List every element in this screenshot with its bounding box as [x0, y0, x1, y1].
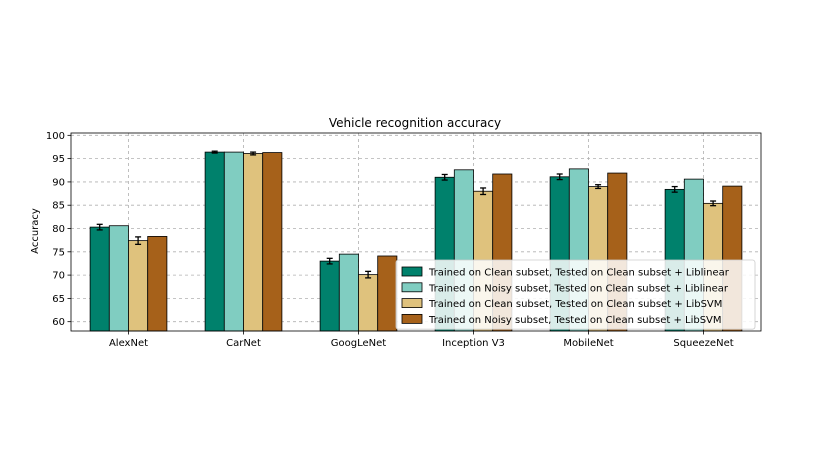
- legend-swatch: [401, 313, 423, 324]
- bar: [243, 153, 264, 332]
- y-axis-label: Accuracy: [30, 208, 41, 254]
- y-tick-label: 85: [52, 201, 65, 212]
- axis-ticks: 60 65 70 75 80 85 90 95 100 AlexNet CarNet GoogLeNe…: [46, 131, 734, 349]
- legend-label: Trained on Clean subset, Tested on Clean…: [428, 299, 722, 310]
- legend-box: [395, 259, 756, 330]
- bar: [223, 151, 244, 332]
- y-tick-label: 65: [52, 294, 65, 305]
- bar: [377, 255, 398, 332]
- x-tick-label: Inception V3: [442, 338, 505, 349]
- bar: [128, 240, 149, 332]
- bar: [147, 236, 168, 332]
- legend-label: Trained on Clean subset, Tested on Clean…: [428, 268, 730, 279]
- legend-label: Trained on Noisy subset, Tested on Clean…: [428, 315, 722, 326]
- bar: [358, 274, 379, 332]
- bar: [319, 260, 340, 332]
- legend-swatch: [401, 266, 423, 277]
- y-tick-label: 95: [52, 154, 65, 165]
- plot-area-frame: [70, 132, 762, 332]
- chart-title: Vehicle recognition accuracy: [329, 116, 501, 130]
- x-tick-label: SqueezeNet: [673, 338, 733, 349]
- x-tick-label: AlexNet: [109, 338, 148, 349]
- y-tick-label: 70: [52, 271, 65, 282]
- y-tick-label: 100: [46, 131, 65, 142]
- legend-label: Trained on Noisy subset, Tested on Clean…: [428, 283, 729, 294]
- bar: [89, 226, 110, 332]
- y-tick-label: 90: [52, 177, 65, 188]
- bar: [204, 151, 225, 332]
- y-tick-label: 80: [52, 224, 65, 235]
- y-tick-label: 75: [52, 247, 65, 258]
- y-tick-label: 60: [52, 317, 65, 328]
- x-tick-label: MobileNet: [563, 338, 613, 349]
- bar: [338, 253, 359, 332]
- legend-swatch: [401, 282, 423, 293]
- bar: [108, 225, 129, 332]
- bar: [262, 152, 283, 332]
- legend: Trained on Clean subset, Tested on Clean…: [395, 259, 756, 330]
- x-tick-label: CarNet: [226, 338, 261, 349]
- x-tick-label: GoogLeNet: [331, 338, 387, 349]
- error-bars: [96, 150, 717, 279]
- bars: [89, 151, 743, 332]
- legend-swatch: [401, 298, 423, 309]
